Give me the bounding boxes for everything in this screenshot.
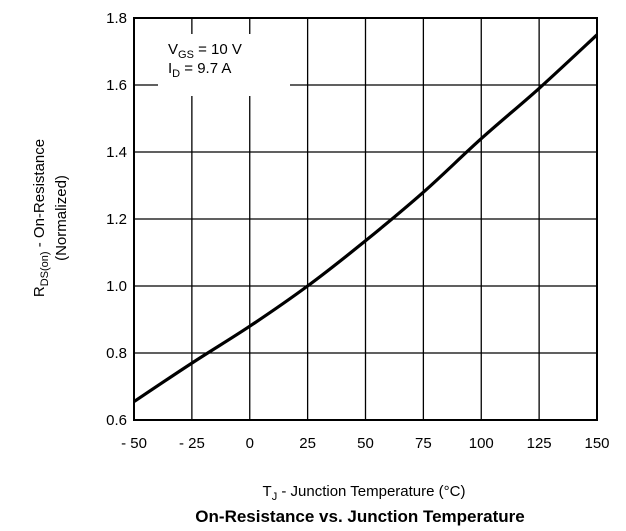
annotation-box (158, 34, 290, 96)
x-tick-label: 50 (357, 435, 374, 452)
x-tick-label: 75 (415, 435, 432, 452)
x-tick-label: 150 (584, 435, 609, 452)
y-tick-label: 1.4 (106, 144, 127, 161)
x-tick-label: - 25 (179, 435, 205, 452)
x-tick-label: - 50 (121, 435, 147, 452)
plot-frame (133, 17, 598, 421)
y-tick-label: 1.0 (106, 278, 127, 295)
annotation-vgs: VGS = 10 V (168, 41, 242, 61)
x-axis-ticks: - 50 - 25 0 25 50 75 100 125 150 (121, 435, 609, 452)
x-tick-label: 25 (299, 435, 316, 452)
y-tick-label: 1.8 (106, 10, 127, 27)
chart-title: On-Resistance vs. Junction Temperature (195, 507, 524, 526)
y-axis-label-line2: (Normalized) (53, 175, 70, 261)
y-tick-label: 0.8 (106, 345, 127, 362)
series-layer (133, 33, 599, 403)
annotation-id: ID = 9.7 A (168, 60, 231, 80)
series-line (133, 33, 599, 403)
y-tick-label: 1.6 (106, 77, 127, 94)
y-axis-ticks: 0.6 0.8 1.0 1.2 1.4 1.6 1.8 (106, 10, 127, 429)
x-axis-label: TJ - Junction Temperature (°C) (263, 483, 466, 503)
y-tick-label: 0.6 (106, 412, 127, 429)
y-axis-label: RDS(on) - On-Resistance (31, 139, 51, 297)
x-tick-label: 0 (246, 435, 254, 452)
x-tick-label: 100 (469, 435, 494, 452)
x-tick-label: 125 (527, 435, 552, 452)
y-tick-label: 1.2 (106, 211, 127, 228)
